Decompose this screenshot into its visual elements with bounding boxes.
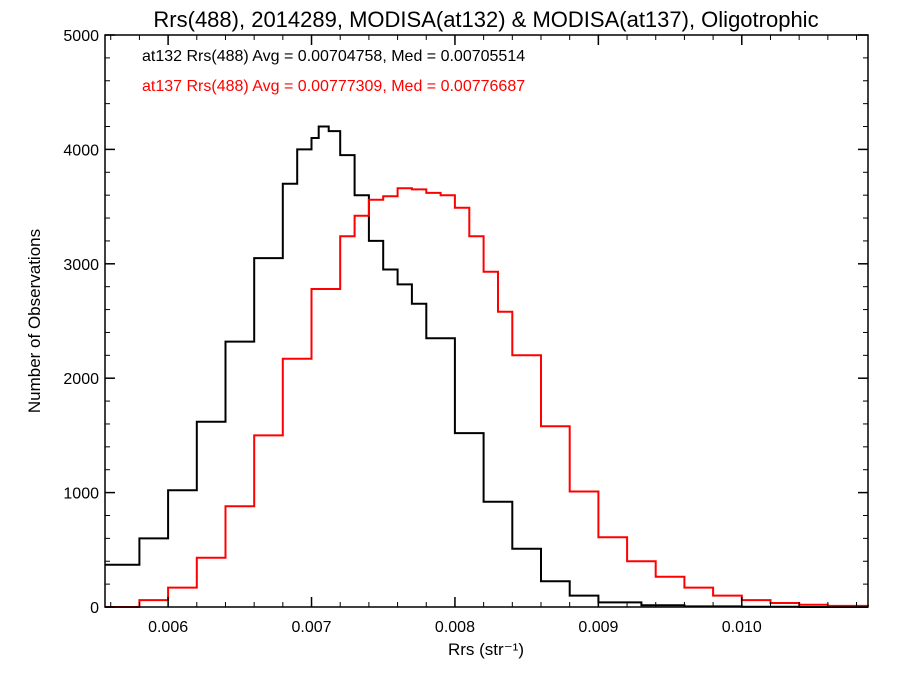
y-tick-label: 2000 <box>63 371 99 388</box>
x-tick-label: 0.010 <box>722 619 762 636</box>
chart-title: Rrs(488), 2014289, MODISA(at132) & MODIS… <box>153 7 818 32</box>
y-axis-label: Number of Observations <box>25 229 44 413</box>
y-tick-label: 3000 <box>63 257 99 274</box>
annotation-at132: at132 Rrs(488) Avg = 0.00704758, Med = 0… <box>142 48 525 65</box>
plot-frame <box>104 34 869 608</box>
x-tick-label: 0.008 <box>435 619 475 636</box>
y-tick-label: 4000 <box>63 142 99 159</box>
series-line-at137 <box>105 187 869 608</box>
axis-ticks: 0.006 0.007 0.008 0.009 0.010 0 1000 2000 3000 40… <box>63 28 868 636</box>
x-tick-label: 0.009 <box>578 619 618 636</box>
y-tick-label: 1000 <box>63 486 99 503</box>
y-tick-label: 0 <box>90 600 99 617</box>
series-line-at132 <box>105 125 868 608</box>
plot-lines <box>105 125 869 608</box>
x-tick-label: 0.007 <box>292 619 332 636</box>
annotation-at137: at137 Rrs(488) Avg = 0.00777309, Med = 0… <box>142 78 525 95</box>
y-tick-label: 5000 <box>63 28 99 45</box>
x-tick-label: 0.006 <box>148 619 188 636</box>
x-axis-label: Rrs (str⁻¹) <box>448 640 524 659</box>
